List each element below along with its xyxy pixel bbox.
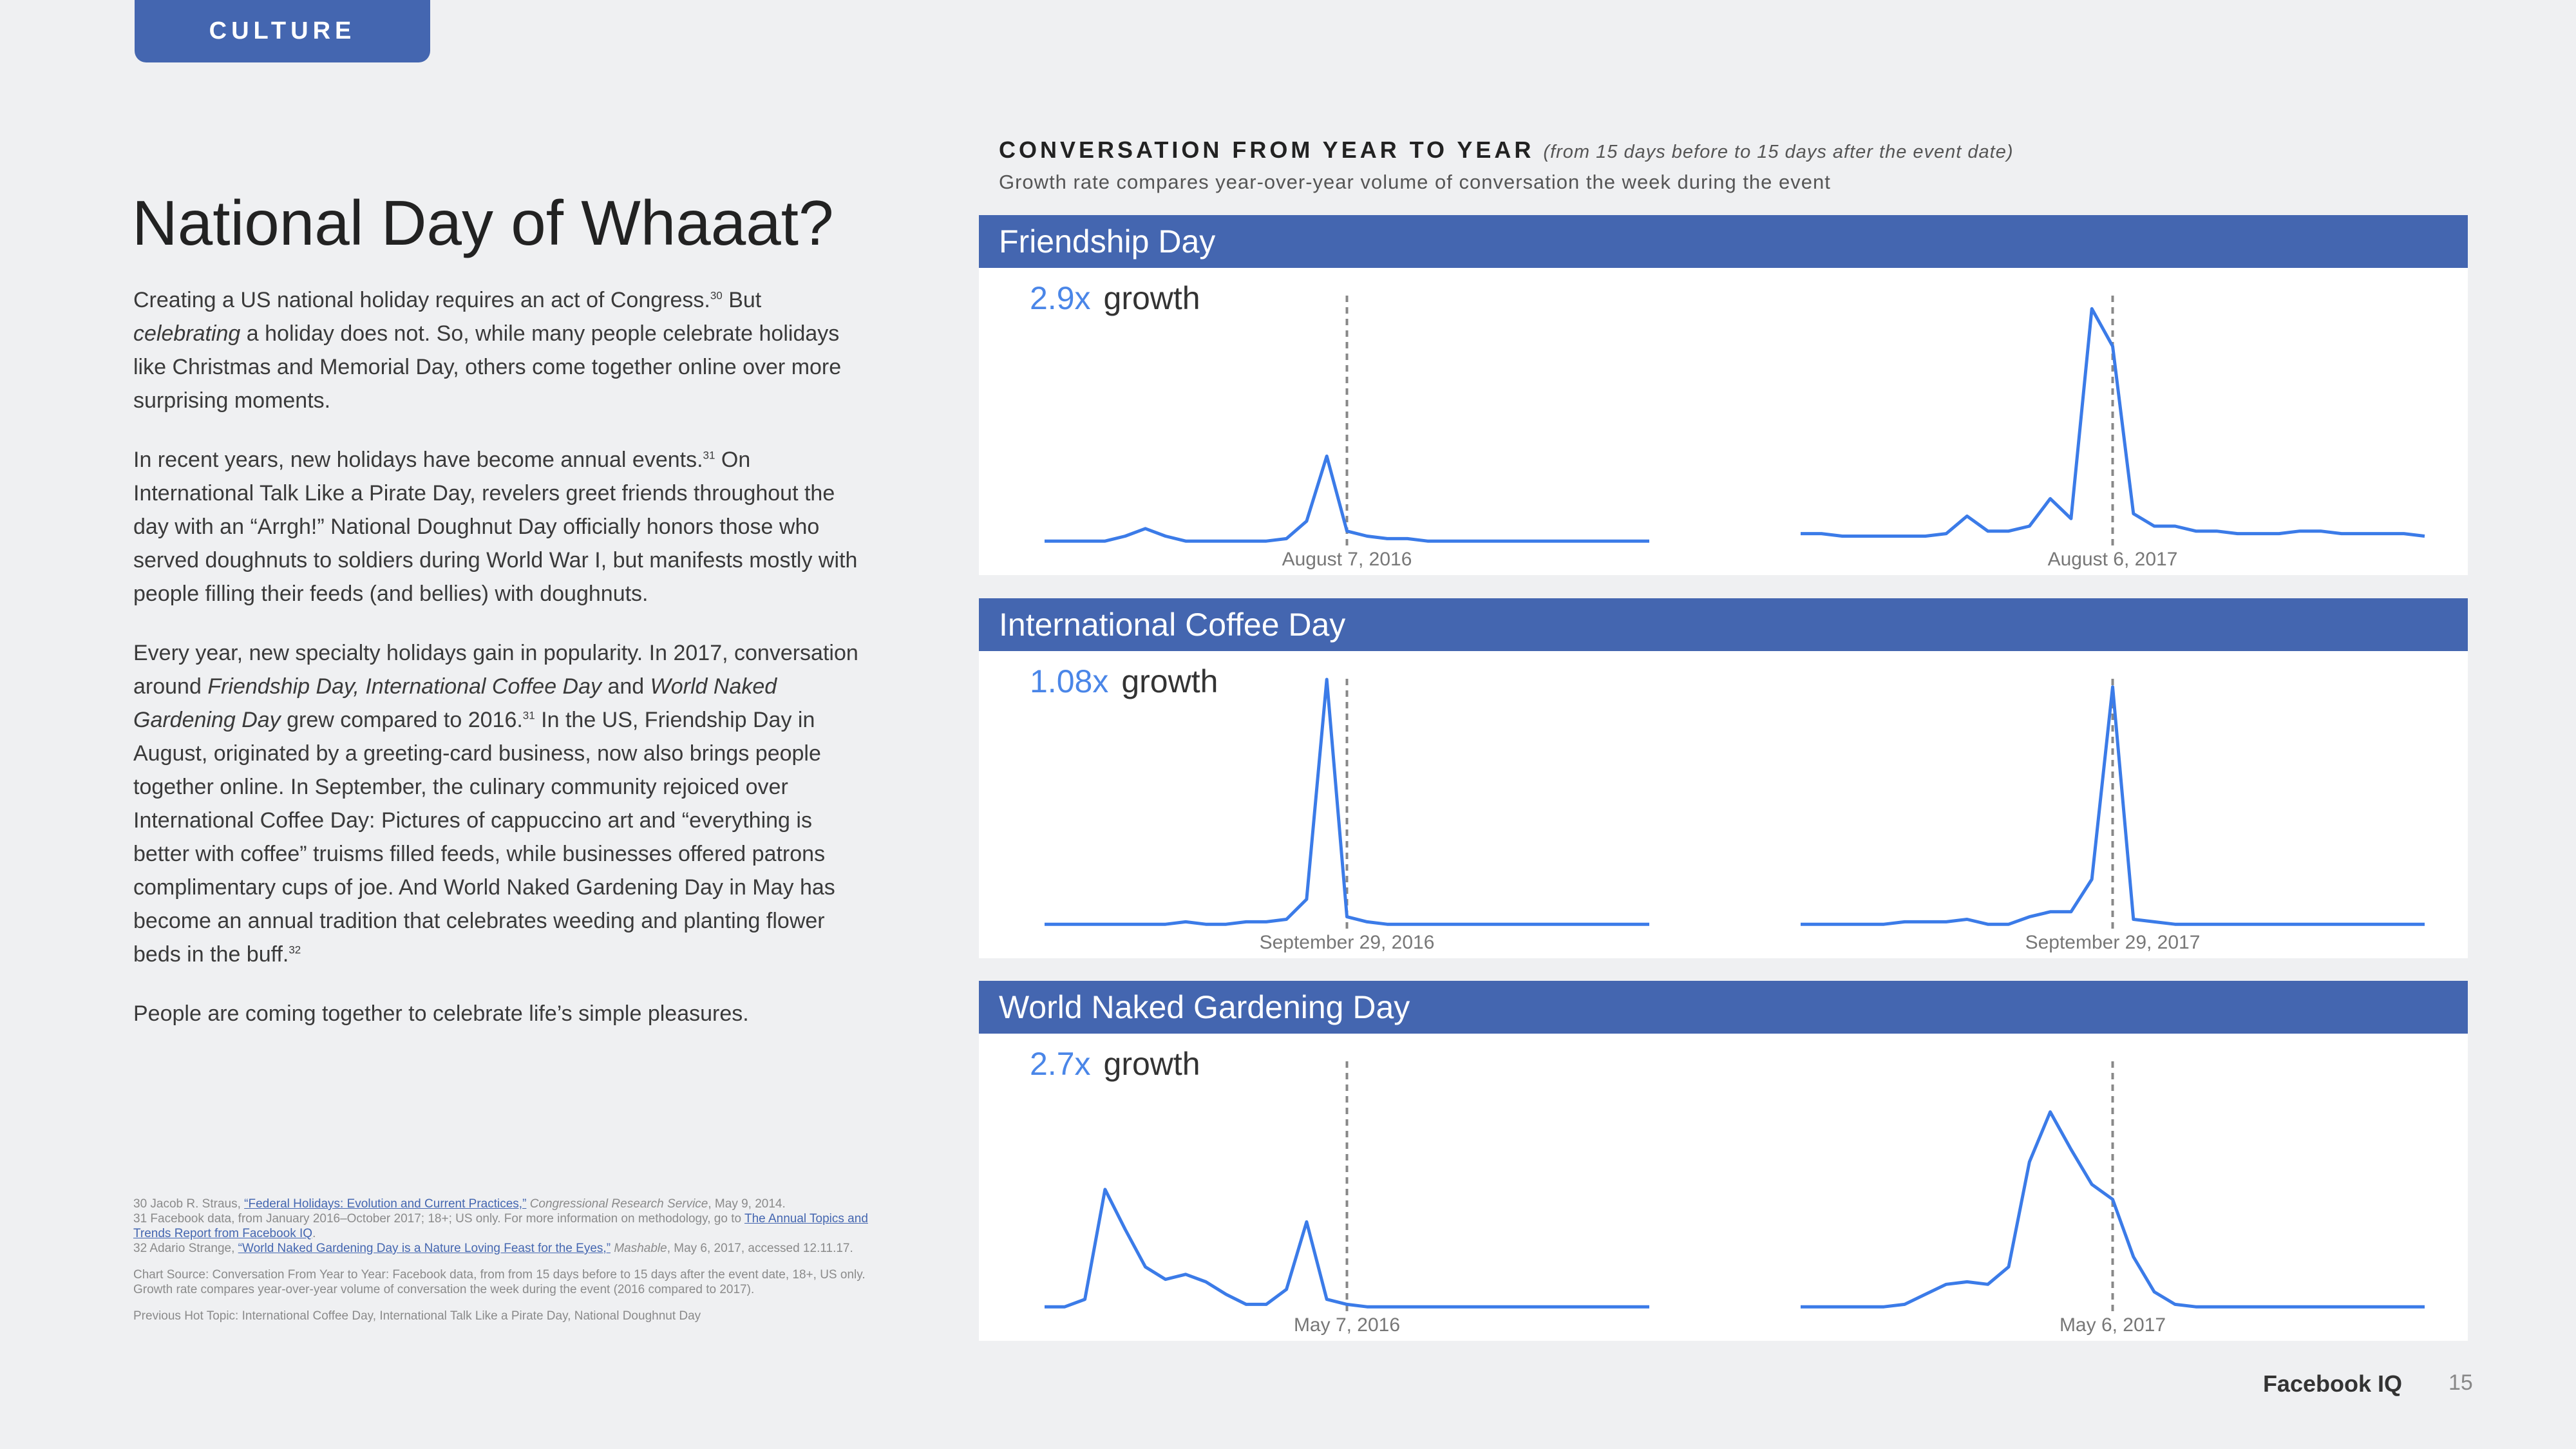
heading: CONVERSATION FROM YEAR TO YEAR: [999, 137, 1534, 163]
panel-title: World Naked Gardening Day: [999, 989, 1410, 1025]
event-date: May 7, 2016: [1294, 1314, 1400, 1336]
text-run: grew compared to 2016.: [280, 708, 523, 732]
text-run: Congressional Research Service: [529, 1197, 708, 1211]
paragraph: In recent years, new holidays have becom…: [133, 443, 874, 611]
growth-word: growth: [1121, 663, 1218, 699]
growth-value: 2.7x: [1030, 1046, 1091, 1082]
trend-line: [1801, 307, 2425, 538]
text-run: But: [722, 288, 762, 312]
paragraph: Creating a US national holiday requires …: [133, 283, 874, 417]
trend-line: [1801, 685, 2425, 926]
section-subtitle: Growth rate compares year-over-year volu…: [999, 171, 1831, 193]
trend-line: [1045, 1188, 1649, 1309]
trend-line: [1801, 1110, 2425, 1309]
panel-body: [979, 1034, 2468, 1341]
footnote-list: 30 Jacob R. Straus, “Federal Holidays: E…: [133, 1197, 874, 1256]
footnote: 30 Jacob R. Straus, “Federal Holidays: E…: [133, 1197, 874, 1211]
panel-header: [979, 598, 2468, 651]
page-title: National Day of Whaaat?: [132, 187, 834, 258]
text-run: 30 Jacob R. Straus,: [133, 1197, 245, 1211]
link[interactable]: “Federal Holidays: Evolution and Current…: [244, 1197, 527, 1211]
growth-word: growth: [1104, 1046, 1200, 1082]
panel-title: Friendship Day: [999, 223, 1215, 260]
text-run: 31: [703, 449, 715, 462]
growth-label: 2.9x growth: [1030, 280, 1200, 316]
text-run: 31 Facebook data, from January 2016–Octo…: [133, 1212, 744, 1226]
link[interactable]: “World Naked Gardening Day is a Nature L…: [238, 1242, 611, 1255]
panel-body: [979, 651, 2468, 958]
text-run: , May 9, 2014.: [708, 1197, 786, 1211]
text-run: Friendship Day, International Coffee Day: [207, 674, 602, 699]
panel-title: International Coffee Day: [999, 607, 1345, 643]
text-run: 32: [289, 943, 301, 956]
event-date: August 6, 2017: [2048, 549, 2178, 570]
section-heading: CONVERSATION FROM YEAR TO YEAR (from 15 d…: [999, 137, 2013, 163]
text-run: World Naked Gardening Day: [133, 674, 777, 732]
growth-label: 2.7x growth: [1030, 1046, 1200, 1082]
text-run: Every year, new specialty holidays gain …: [133, 641, 858, 699]
text-run: a holiday does not. So, while many peopl…: [133, 321, 842, 413]
trend-line: [1045, 677, 1649, 926]
link[interactable]: The Annual Topics and Trends Report from…: [133, 1212, 868, 1240]
text-run: celebrating: [133, 321, 241, 346]
page-number: 15: [2448, 1370, 2473, 1395]
text-run: In recent years, new holidays have becom…: [133, 448, 703, 472]
event-date: May 6, 2017: [2060, 1314, 2166, 1336]
event-date: August 7, 2016: [1282, 549, 1412, 570]
panel-body: [979, 268, 2468, 575]
growth-word: growth: [1104, 280, 1200, 316]
text-run: 31: [522, 709, 535, 722]
previous-topics: Previous Hot Topic: International Coffee…: [133, 1309, 701, 1323]
footnote: 31 Facebook data, from January 2016–Octo…: [133, 1211, 874, 1241]
paragraph: Every year, new specialty holidays gain …: [133, 636, 874, 971]
text-run: 30: [710, 289, 723, 302]
trend-line: [1045, 454, 1649, 543]
footnotes: 30 Jacob R. Straus, “Federal Holidays: E…: [133, 1197, 874, 1323]
panel-header: [979, 981, 2468, 1034]
paragraph: People are coming together to celebrate …: [133, 997, 874, 1030]
section-tab: CULTURE: [135, 0, 430, 62]
panel-header: [979, 215, 2468, 268]
text-run: 32 Adario Strange,: [133, 1242, 238, 1255]
brand: Facebook IQ: [2262, 1370, 2402, 1397]
growth-value: 2.9x: [1030, 280, 1091, 316]
body-text: Creating a US national holiday requires …: [133, 283, 874, 1056]
event-date: September 29, 2016: [1260, 932, 1435, 953]
growth-label: 1.08x growth: [1030, 663, 1218, 699]
text-run: .: [312, 1227, 316, 1240]
text-run: Creating a US national holiday requires …: [133, 288, 710, 312]
chart-source: Chart Source: Conversation From Year to …: [133, 1268, 866, 1296]
footnote: 32 Adario Strange, “World Naked Gardenin…: [133, 1241, 874, 1256]
growth-value: 1.08x: [1030, 663, 1108, 699]
text-run: People are coming together to celebrate …: [133, 1001, 749, 1026]
event-date: September 29, 2017: [2025, 932, 2201, 953]
text-run: Mashable: [614, 1242, 667, 1255]
text-run: On International Talk Like a Pirate Day,…: [133, 448, 858, 606]
text-run: In the US, Friendship Day in August, ori…: [133, 708, 835, 967]
heading-note: (from 15 days before to 15 days after th…: [1543, 142, 2013, 162]
text-run: , May 6, 2017, accessed 12.11.17.: [667, 1242, 853, 1255]
text-run: and: [601, 674, 650, 699]
